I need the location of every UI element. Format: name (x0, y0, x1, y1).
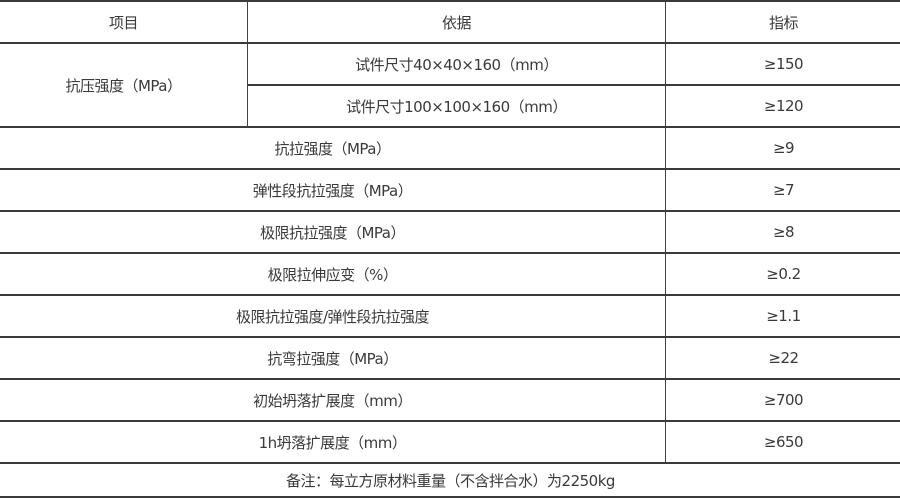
header-basis: 依据 (247, 0, 666, 44)
table-row: 抗拉强度（MPa） ≥9 (0, 126, 900, 170)
value-cell: ≥150 (665, 42, 900, 86)
table-row: 极限抗拉强度/弹性段抗拉强度 ≥1.1 (0, 294, 900, 338)
note-row: 备注：每立方原材料重量（不含拌合水）为2250kg (0, 462, 900, 498)
header-index: 指标 (665, 0, 900, 44)
item-cell: 弹性段抗拉强度（MPa） (0, 168, 666, 212)
item-cell: 初始坍落扩展度（mm） (0, 378, 666, 422)
table-row: 抗弯拉强度（MPa） ≥22 (0, 336, 900, 380)
item-cell: 极限拉伸应变（%） (0, 252, 666, 296)
table-row: 弹性段抗拉强度（MPa） ≥7 (0, 168, 900, 212)
value-cell: ≥650 (665, 420, 900, 464)
value-cell: ≥700 (665, 378, 900, 422)
value-cell: ≥0.2 (665, 252, 900, 296)
value-cell: ≥1.1 (665, 294, 900, 338)
note-text: 备注：每立方原材料重量（不含拌合水）为2250kg (0, 462, 900, 498)
item-cell: 极限抗拉强度（MPa） (0, 210, 666, 254)
item-cell: 抗拉强度（MPa） (0, 126, 666, 170)
header-item: 项目 (0, 0, 248, 44)
item-cell: 极限抗拉强度/弹性段抗拉强度 (0, 294, 666, 338)
value-cell: ≥22 (665, 336, 900, 380)
table-row: 极限抗拉强度（MPa） ≥8 (0, 210, 900, 254)
table-row: 试件尺寸100×100×160（mm） ≥120 (0, 84, 900, 128)
value-cell: ≥7 (665, 168, 900, 212)
value-cell: ≥9 (665, 126, 900, 170)
value-cell: ≥120 (665, 84, 900, 128)
basis-cell: 试件尺寸100×100×160（mm） (247, 84, 666, 128)
table-row: 抗压强度（MPa） 试件尺寸40×40×160（mm） ≥150 (0, 42, 900, 128)
table-row: 初始坍落扩展度（mm） ≥700 (0, 378, 900, 422)
item-cell: 1h坍落扩展度（mm） (0, 420, 666, 464)
table-row: 极限拉伸应变（%） ≥0.2 (0, 252, 900, 296)
table-row: 1h坍落扩展度（mm） ≥650 (0, 420, 900, 464)
basis-cell: 试件尺寸40×40×160（mm） (247, 42, 666, 86)
value-cell: ≥8 (665, 210, 900, 254)
header-row: 项目 依据 指标 (0, 0, 900, 44)
compressive-label: 抗压强度（MPa） (0, 42, 248, 128)
item-cell: 抗弯拉强度（MPa） (0, 336, 666, 380)
